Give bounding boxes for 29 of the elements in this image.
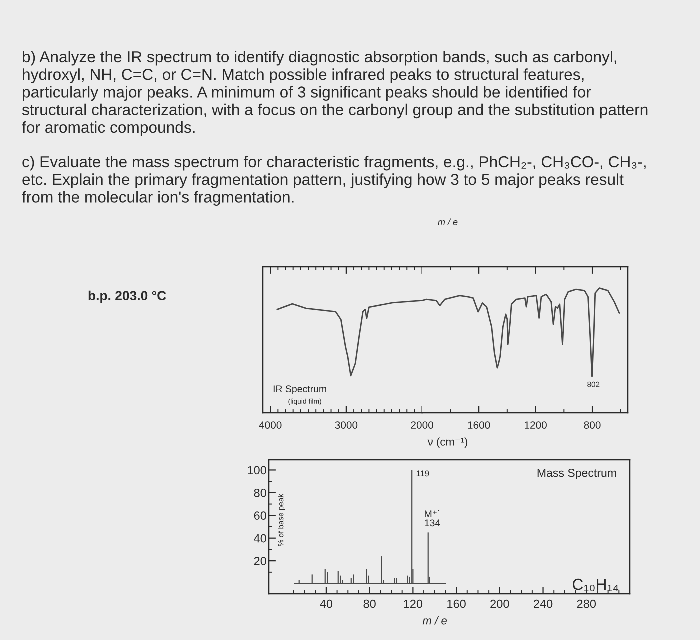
x-tick-label: 280 [577, 600, 596, 608]
y-tick-label: 60 [254, 512, 266, 520]
text: b.p. 203.0 °C [88, 290, 166, 304]
x-tick-label: 4000 [259, 422, 282, 429]
x-tick-label: 240 [534, 600, 553, 608]
x-tick-label: 160 [448, 600, 466, 608]
text: m / e [438, 218, 458, 226]
y-tick-label: 40 [254, 534, 266, 543]
x-tick-label: 40 [320, 600, 333, 608]
x-tick-label: 800 [584, 422, 601, 429]
x-tick-label: 3000 [335, 422, 358, 429]
x-tick-label: 1200 [525, 422, 547, 429]
x-tick-label: 80 [364, 600, 376, 608]
x-tick-label: 2000 [411, 422, 434, 429]
text: Mass Spectrum [538, 469, 616, 480]
annotation: 119 [416, 470, 430, 477]
x-tick-label: 200 [490, 600, 510, 608]
x-axis-title: m / e [422, 616, 447, 625]
annotation: M⁺˙ 134 [425, 510, 440, 527]
annotation: C₁₀H₁₄ [572, 578, 619, 592]
text: c) Evaluate the mass spectrum for characteristic fragments, e.g., PhCH₂-, CH₃CO-, CH₃-, etc. Explain the primary fragmentation pattern, justifying how 3 to 5 major peaks result from the molecular ion's fragmentation. [22, 156, 646, 206]
y-tick-label: 100 [248, 466, 266, 475]
x-tick-label: 120 [404, 600, 423, 608]
y-tick-label: 20 [254, 557, 266, 566]
x-tick-label: 1600 [468, 422, 490, 429]
text: b) Analyze the IR spectrum to identify diagnostic absorption bands, such as carbonyl, hydroxyl, NH, C=C, or C=N. Match possible infrared peaks to structural features, particularly major peaks. A minimum of 3 significant peaks should be identified for structural characterization, with a focus on the carbonyl group and the substitution pattern for aromatic compounds. [22, 51, 648, 136]
annotation: IR Spectrum [274, 386, 326, 394]
x-axis-title: ν (cm⁻¹) [428, 438, 468, 448]
y-tick-label: 80 [254, 488, 266, 498]
